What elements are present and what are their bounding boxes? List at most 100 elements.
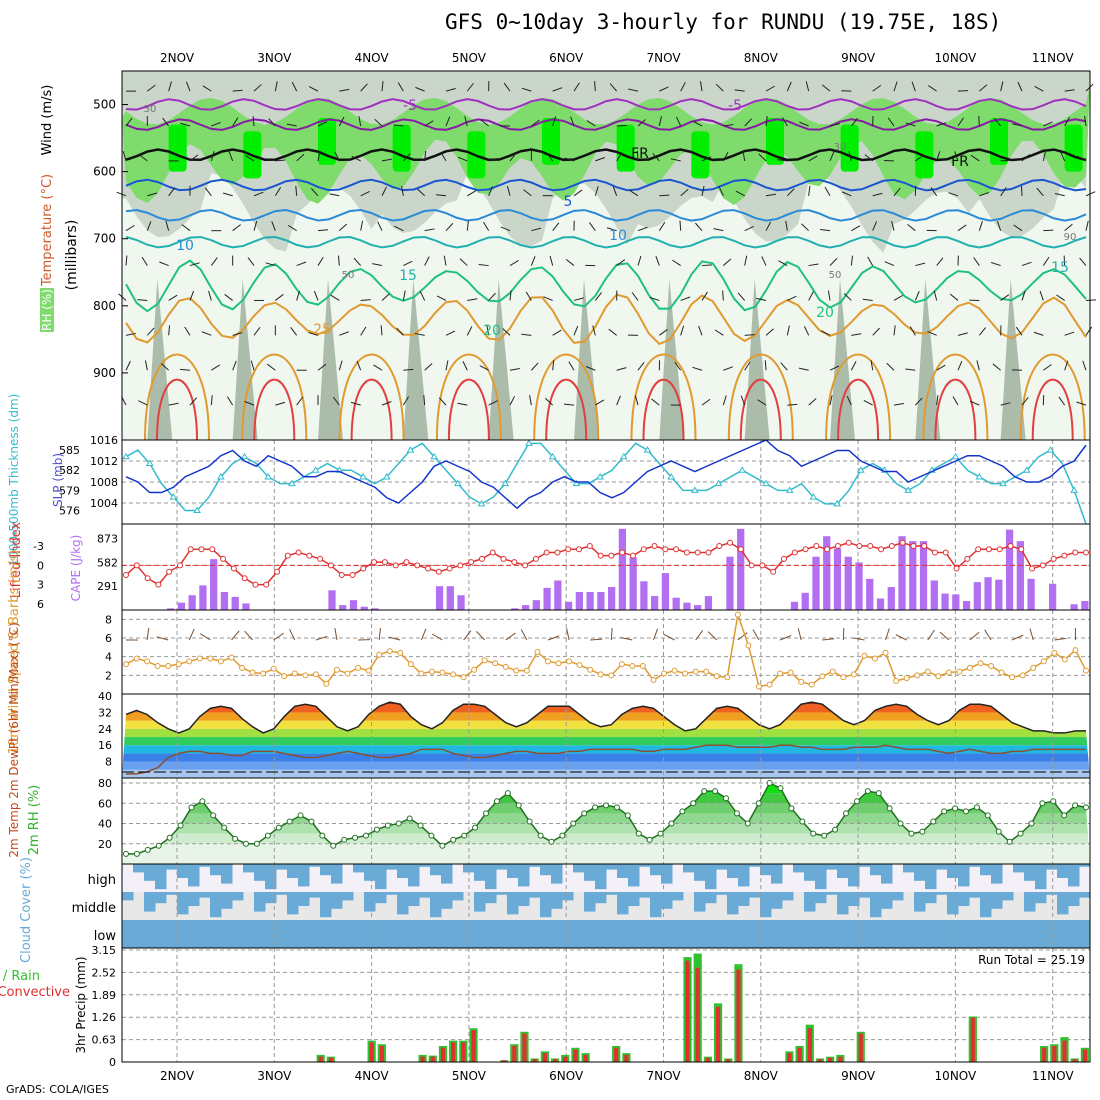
wind-speed-line-marker (903, 675, 910, 682)
rh2m-line-marker (308, 818, 315, 825)
wind-barb (1017, 81, 1023, 92)
wind-barb (509, 395, 515, 406)
thickness-line-marker (951, 452, 960, 460)
wind-barb (337, 255, 340, 266)
wind-barb (160, 363, 170, 371)
cloud-mid-cell (540, 892, 552, 918)
cape-bar (575, 591, 583, 610)
cape-bar (210, 559, 218, 610)
wind-barb (907, 223, 916, 232)
rh2m-line-marker (537, 832, 544, 839)
wind-barb (1000, 402, 1011, 406)
wind-speed-line-marker (123, 661, 129, 668)
wind-barb-10m (653, 628, 659, 641)
wind-barb (957, 332, 968, 336)
rh-contour-label: 50 (829, 270, 842, 281)
wind-barb (616, 124, 627, 127)
wind-barb (893, 187, 901, 197)
wind-barb (360, 326, 367, 336)
li-line-marker (252, 581, 259, 588)
wind-speed-line-marker (566, 658, 573, 665)
wind-speed-line-marker (355, 664, 362, 671)
wind-barb (509, 290, 512, 301)
wind-barb (339, 88, 350, 92)
li-line-marker (176, 562, 183, 569)
wind-speed-line-marker (323, 680, 330, 687)
cloud-high-cell (331, 864, 343, 884)
wind-barb (402, 396, 410, 406)
wind-barb (573, 325, 579, 336)
wind-barb-10m (663, 633, 675, 641)
wind-speed-line-marker (882, 649, 889, 656)
cloud-high-cell (1079, 864, 1091, 867)
cloud-mid-cell (221, 892, 233, 909)
wind-barb (742, 150, 746, 161)
wind-speed-line-marker (260, 670, 267, 677)
wind-barb (338, 360, 343, 371)
wind-speed-line-marker (819, 673, 826, 680)
wind-barb (672, 259, 681, 266)
wind-barb (125, 224, 135, 232)
li-line-marker (921, 543, 928, 549)
wind-barb (634, 395, 639, 406)
wind-barb (1054, 193, 1065, 197)
wind-barb (338, 116, 345, 127)
wind-barb (189, 154, 199, 162)
precip-conv-bar (858, 1033, 863, 1062)
wind-barb (744, 225, 754, 232)
rh-color-band (122, 823, 1090, 834)
rh-ytick: 40 (98, 818, 112, 831)
wind-speed-line-marker (270, 665, 277, 672)
cloud-high-cell (540, 864, 552, 876)
wind-barb (530, 256, 536, 266)
thickness-line-marker (1046, 446, 1055, 453)
li-line-marker (716, 543, 723, 549)
wind-barb (189, 290, 195, 301)
li-line-marker (187, 546, 194, 553)
wind-barb (210, 151, 215, 162)
wind-barb-10m (475, 631, 486, 641)
precip-conv-bar (705, 1057, 710, 1062)
wind-barb (393, 124, 404, 127)
thickness-line-marker (453, 479, 462, 487)
wind-barb-10m (463, 630, 472, 641)
wind-barb (274, 187, 282, 197)
li-ytick: 3 (37, 579, 44, 592)
precip-conv-bar (614, 1047, 619, 1062)
day-label-bottom: 4NOV (355, 1069, 390, 1083)
ua-panel-frame (121, 70, 1091, 441)
cape-bar (521, 605, 530, 610)
rh2m-line-marker (897, 820, 904, 827)
wind-barb (445, 116, 451, 127)
precip-conv-bar (838, 1056, 843, 1062)
wind-barb (969, 400, 980, 406)
rh2m-line-marker (570, 820, 577, 827)
cloud-high-cell (991, 864, 1003, 884)
wind-barb (1012, 123, 1023, 127)
wind-barb (467, 190, 477, 197)
wind-barb (168, 294, 178, 301)
wind-barb (502, 328, 511, 336)
wind-barb (758, 153, 767, 162)
wind-barb (723, 258, 732, 266)
cloud-mid-cell (309, 892, 321, 898)
li-line-marker (478, 555, 485, 562)
wind-barb-10m (244, 630, 253, 641)
wind-barb (529, 395, 532, 406)
li-line-marker (392, 562, 399, 569)
rh2m-line-marker (483, 810, 489, 817)
wind-barb (147, 84, 156, 92)
wind-barb (930, 187, 938, 197)
wind-speed-line-marker (840, 674, 847, 681)
wind-barb (862, 298, 873, 301)
wind-speed-line-marker (544, 658, 551, 665)
wind-barb (380, 325, 383, 336)
wind-barb-10m (737, 632, 748, 641)
wind-barb (722, 395, 727, 406)
wind-barb (914, 397, 923, 406)
wind-barb (829, 395, 833, 406)
wind-barb (1056, 294, 1065, 301)
li-line-marker (867, 543, 874, 549)
thickness-line-marker (430, 452, 439, 460)
rh-dry-column (915, 278, 941, 440)
